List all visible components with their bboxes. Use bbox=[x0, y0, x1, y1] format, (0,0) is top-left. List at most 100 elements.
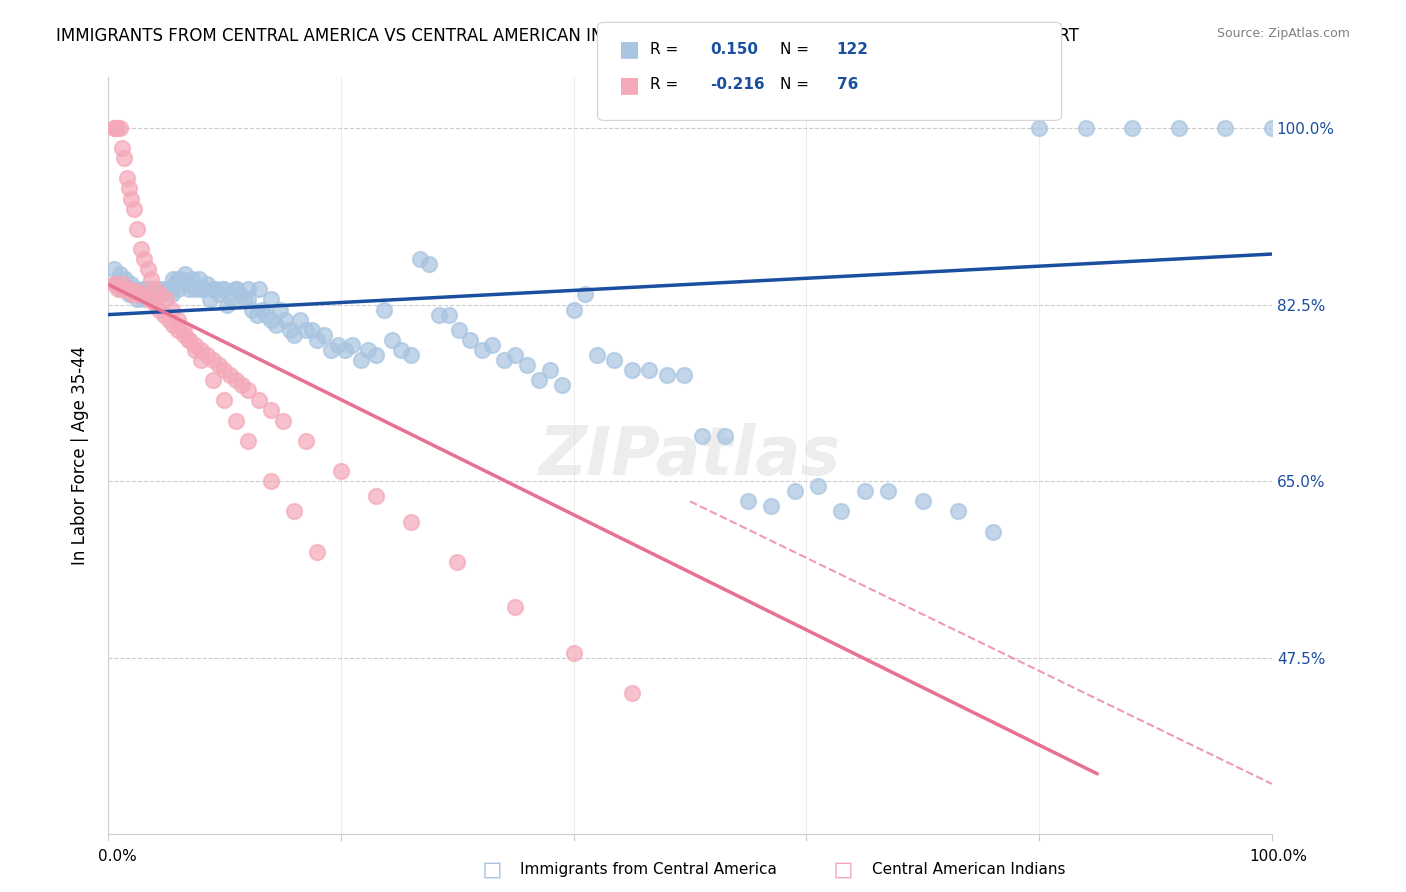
Point bbox=[427, 308, 450, 322]
Point bbox=[264, 318, 287, 332]
Point bbox=[136, 262, 159, 277]
Point bbox=[481, 338, 503, 352]
Point bbox=[356, 343, 378, 357]
Point bbox=[138, 282, 160, 296]
Point bbox=[139, 272, 162, 286]
Point bbox=[328, 338, 350, 352]
Point bbox=[505, 600, 527, 615]
Point bbox=[153, 287, 176, 301]
Point bbox=[381, 333, 404, 347]
Point bbox=[179, 333, 201, 347]
Point bbox=[184, 338, 207, 352]
Point bbox=[214, 282, 236, 296]
Point bbox=[120, 277, 142, 292]
Point bbox=[492, 353, 515, 368]
Text: -0.216: -0.216 bbox=[710, 78, 765, 92]
Point bbox=[207, 358, 229, 372]
Point bbox=[690, 428, 713, 442]
Point bbox=[329, 464, 352, 478]
Point bbox=[120, 192, 142, 206]
Point bbox=[120, 285, 142, 299]
Point bbox=[1121, 120, 1143, 135]
Point bbox=[105, 120, 128, 135]
Point bbox=[111, 282, 134, 296]
Text: N =: N = bbox=[780, 78, 814, 92]
Point bbox=[114, 272, 136, 286]
Point bbox=[143, 282, 166, 296]
Text: Central American Indians: Central American Indians bbox=[872, 863, 1066, 877]
Text: ■: ■ bbox=[619, 39, 640, 59]
Point bbox=[105, 277, 128, 292]
Point bbox=[128, 287, 150, 301]
Point bbox=[127, 287, 149, 301]
Point bbox=[180, 272, 202, 286]
Point bbox=[200, 293, 222, 307]
Point bbox=[620, 363, 643, 377]
Point bbox=[409, 252, 432, 266]
Point bbox=[505, 348, 527, 362]
Point bbox=[173, 323, 195, 337]
Point bbox=[108, 267, 131, 281]
Point bbox=[114, 282, 136, 296]
Point bbox=[143, 287, 166, 301]
Text: IMMIGRANTS FROM CENTRAL AMERICA VS CENTRAL AMERICAN INDIAN IN LABOR FORCE | AGE : IMMIGRANTS FROM CENTRAL AMERICA VS CENTR… bbox=[56, 27, 1080, 45]
Point bbox=[165, 277, 187, 292]
Point bbox=[307, 545, 329, 559]
Text: 0.0%: 0.0% bbox=[98, 849, 138, 863]
Point bbox=[225, 373, 247, 387]
Point bbox=[527, 373, 550, 387]
Point bbox=[574, 287, 596, 301]
Point bbox=[177, 277, 200, 292]
Point bbox=[115, 282, 138, 296]
Point bbox=[1074, 120, 1097, 135]
Point bbox=[538, 363, 561, 377]
Point bbox=[673, 368, 696, 383]
Point bbox=[129, 242, 152, 256]
Point bbox=[260, 403, 283, 417]
Point bbox=[1261, 120, 1284, 135]
Point bbox=[166, 312, 188, 326]
Point bbox=[103, 262, 125, 277]
Point bbox=[190, 353, 212, 368]
Point bbox=[179, 282, 201, 296]
Point bbox=[247, 393, 270, 408]
Point bbox=[314, 327, 336, 342]
Point bbox=[295, 323, 318, 337]
Point bbox=[124, 287, 146, 301]
Point bbox=[585, 348, 607, 362]
Point bbox=[321, 343, 343, 357]
Text: Source: ZipAtlas.com: Source: ZipAtlas.com bbox=[1216, 27, 1350, 40]
Point bbox=[737, 494, 759, 508]
Point bbox=[458, 333, 481, 347]
Point bbox=[103, 277, 125, 292]
Point bbox=[449, 323, 471, 337]
Point bbox=[271, 414, 294, 428]
Point bbox=[138, 282, 160, 296]
Point bbox=[141, 294, 163, 309]
Point bbox=[830, 504, 852, 518]
Point bbox=[108, 120, 131, 135]
Point bbox=[250, 302, 273, 317]
Point bbox=[211, 282, 233, 296]
Text: ZIPatlas: ZIPatlas bbox=[538, 423, 841, 489]
Point bbox=[155, 293, 177, 307]
Point bbox=[301, 323, 323, 337]
Point bbox=[620, 686, 643, 700]
Point bbox=[562, 302, 585, 317]
Text: R =: R = bbox=[650, 42, 683, 56]
Point bbox=[132, 282, 155, 296]
Text: ◻: ◻ bbox=[482, 858, 502, 881]
Point bbox=[190, 343, 212, 357]
Point bbox=[399, 515, 422, 529]
Point bbox=[195, 348, 218, 362]
Point bbox=[179, 333, 201, 347]
Point bbox=[516, 358, 538, 372]
Point bbox=[129, 287, 152, 301]
Point bbox=[120, 287, 142, 301]
Point bbox=[112, 277, 135, 292]
Point bbox=[603, 353, 626, 368]
Point bbox=[111, 282, 134, 296]
Point bbox=[173, 267, 195, 281]
Point bbox=[225, 282, 247, 296]
Point bbox=[149, 287, 172, 301]
